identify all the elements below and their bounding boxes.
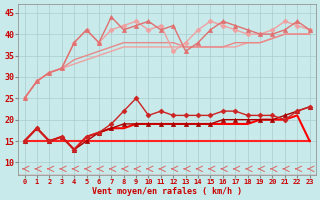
X-axis label: Vent moyen/en rafales ( km/h ): Vent moyen/en rafales ( km/h ) [92,187,242,196]
